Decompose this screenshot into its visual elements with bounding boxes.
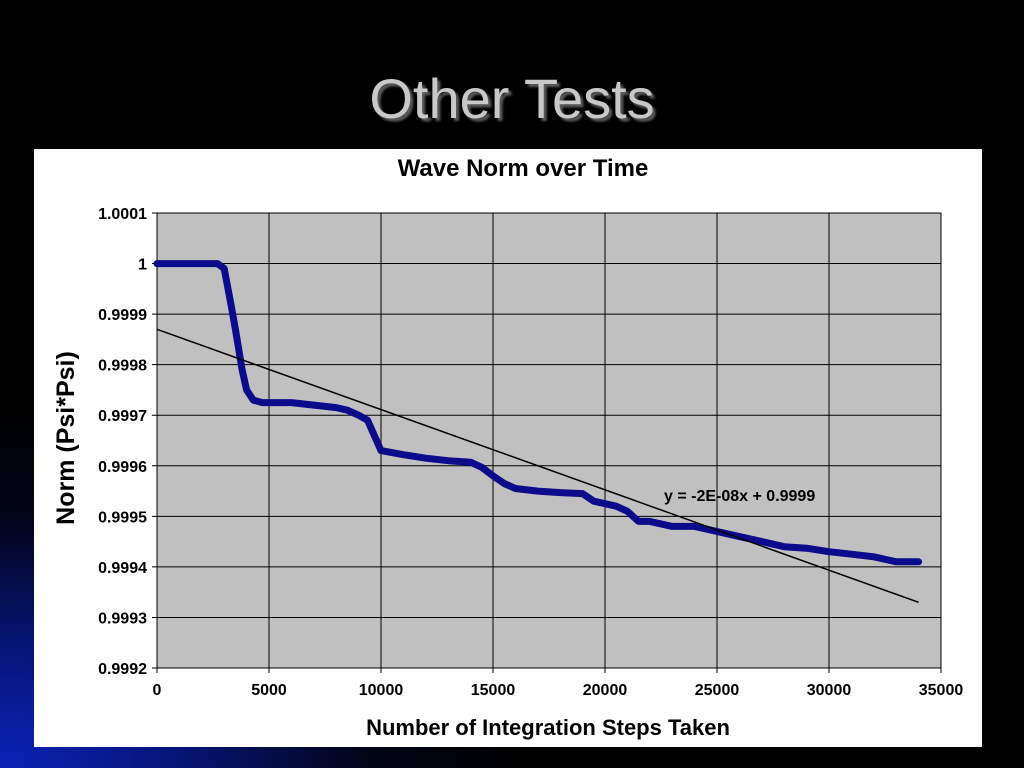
y-tick-label: 1.0001 [98,206,147,223]
slide-title: Other Tests [369,67,655,130]
x-tick-label: 0 [153,682,162,699]
line-chart: 0 5000 10000 15000 20000 25000 30000 35000 1.000… [52,155,963,740]
y-tick-label: 0.9998 [98,358,147,375]
x-tick-label: 30000 [807,682,852,699]
series-line [153,260,923,566]
y-tick-label: 1 [138,257,147,274]
y-tick-label: 0.9997 [98,408,147,425]
y-tick-label: 0.9993 [98,610,147,627]
x-tick-label: 10000 [359,682,404,699]
y-tick-label: 0.9994 [98,560,147,577]
tick-labels: 0 5000 10000 15000 20000 25000 30000 35000 1.000… [98,206,963,699]
y-axis-label: Norm (Psi*Psi) [52,351,80,525]
x-tick-label: 35000 [919,682,964,699]
chart-panel: 0 5000 10000 15000 20000 25000 30000 35000 1.000… [34,149,982,747]
plot-area [156,212,942,669]
grid-lines [152,212,942,673]
y-tick-label: 0.9992 [98,661,147,678]
x-tick-label: 25000 [695,682,740,699]
chart-title: Wave Norm over Time [398,155,649,182]
y-tick-label: 0.9999 [98,307,147,324]
x-axis-label: Number of Integration Steps Taken [366,715,730,740]
trendline [156,328,919,603]
trendline-equation: y = -2E-08x + 0.9999 [664,488,815,505]
x-tick-label: 15000 [471,682,516,699]
x-tick-label: 5000 [251,682,287,699]
y-tick-label: 0.9995 [98,509,147,526]
y-tick-label: 0.9996 [98,459,147,476]
x-tick-label: 20000 [583,682,628,699]
